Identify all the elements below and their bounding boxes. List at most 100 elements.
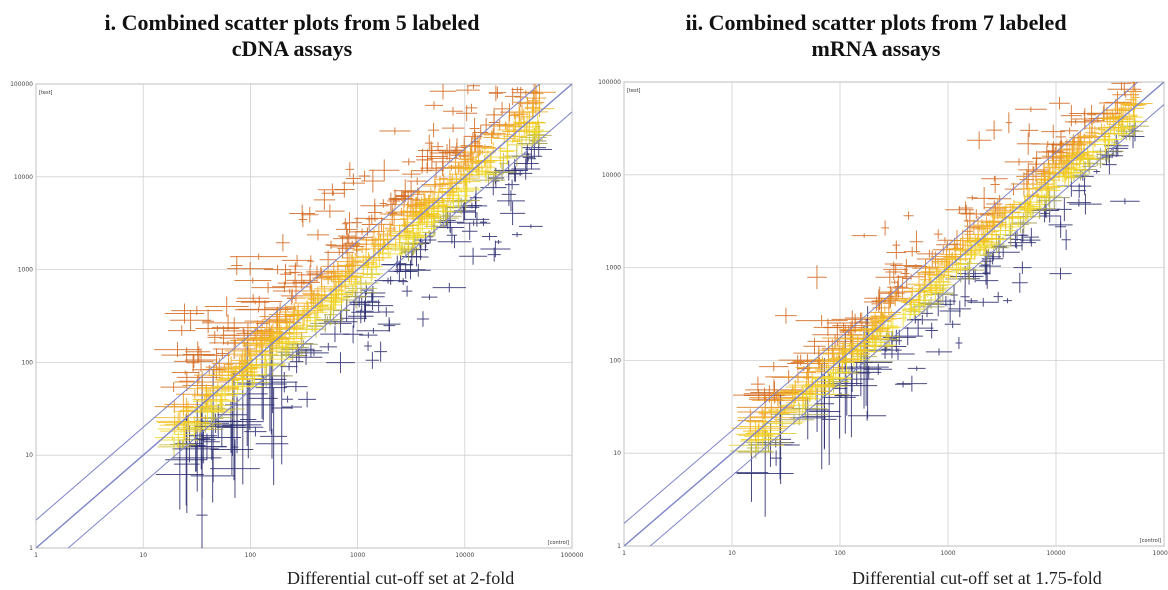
data-point [434, 215, 447, 227]
data-point [1068, 117, 1102, 127]
data-point [1086, 143, 1100, 160]
data-point [775, 384, 829, 398]
data-point [751, 396, 807, 405]
data-point [1082, 158, 1097, 174]
data-point [402, 158, 416, 166]
data-point [372, 241, 398, 249]
data-point [1131, 82, 1133, 83]
cutoff-caption: Differential cut-off set at 2-fold [287, 568, 515, 588]
data-point [957, 204, 975, 222]
data-point [212, 358, 221, 381]
identity-line [36, 84, 572, 548]
data-point [894, 274, 903, 298]
data-point [950, 284, 958, 306]
data-point [981, 175, 1008, 182]
data-point [1055, 130, 1067, 144]
data-point [306, 266, 336, 278]
data-point [985, 223, 1000, 240]
data-point [459, 247, 488, 265]
data-point [292, 326, 320, 333]
data-point [1073, 147, 1090, 162]
data-point [402, 170, 421, 179]
data-point [427, 122, 440, 138]
data-point [797, 365, 821, 372]
data-point [886, 245, 907, 260]
data-point [479, 149, 486, 155]
data-point [925, 348, 953, 356]
data-point [202, 309, 215, 334]
data-point [487, 247, 501, 262]
data-point [179, 371, 195, 391]
scatter-points [36, 84, 572, 548]
data-point [1019, 169, 1035, 190]
data-point [1061, 127, 1079, 135]
data-point [508, 170, 533, 177]
data-point [160, 382, 187, 393]
data-point [1127, 82, 1143, 92]
data-point [157, 413, 210, 432]
x-tick-label: 10000 [455, 552, 474, 559]
data-point [465, 103, 478, 113]
data-point [181, 399, 234, 422]
data-point [251, 282, 285, 294]
data-point [1049, 97, 1070, 110]
data-point [831, 355, 843, 361]
data-point [445, 147, 465, 158]
data-point [955, 337, 963, 349]
data-point [382, 261, 411, 268]
data-point [1048, 222, 1073, 228]
panel-cdna: i. Combined scatter plots from 5 labeled… [10, 10, 584, 588]
data-point [504, 87, 521, 106]
data-point [528, 122, 545, 138]
data-point [171, 306, 223, 316]
data-point [154, 435, 190, 440]
data-point [495, 240, 502, 245]
x-tick-label: 100000 [561, 552, 584, 559]
data-point [463, 135, 492, 158]
data-point [187, 353, 200, 372]
data-point [326, 352, 355, 374]
data-point [531, 106, 541, 114]
data-point [305, 309, 325, 333]
x-axis-label: [control] [548, 540, 569, 546]
data-point [1015, 106, 1047, 113]
data-point [464, 212, 490, 227]
data-point [1124, 82, 1126, 83]
y-tick-label: 100 [22, 359, 34, 366]
data-point [1072, 170, 1089, 181]
data-point [902, 298, 911, 306]
data-point [340, 308, 367, 328]
x-tick-label: 10000 [1046, 550, 1065, 557]
data-point [169, 310, 212, 331]
data-point [488, 86, 507, 99]
data-point [289, 332, 313, 341]
panel-mrna: ii. Combined scatter plots from 7 labele… [584, 0, 1168, 590]
data-point [1125, 90, 1137, 110]
data-point [937, 237, 953, 244]
data-point [364, 299, 394, 312]
data-point [160, 428, 203, 434]
data-point [522, 153, 534, 162]
data-point [293, 304, 324, 317]
data-point [352, 242, 362, 259]
data-point [1013, 261, 1032, 274]
data-point [455, 85, 480, 95]
data-point [775, 307, 797, 324]
panel-title: ii. Combined scatter plots from 7 labele… [584, 10, 1168, 62]
data-point [881, 220, 890, 236]
data-point [362, 267, 380, 282]
data-point [237, 348, 287, 420]
title-line-1: ii. Combined scatter plots from 7 labele… [685, 10, 1067, 35]
data-point [505, 139, 521, 144]
data-point [468, 164, 495, 170]
data-point [938, 253, 958, 277]
y-tick-label: 10 [613, 450, 621, 457]
data-point [456, 105, 478, 122]
data-point [446, 226, 458, 244]
data-point [395, 191, 410, 202]
data-point [236, 295, 283, 308]
data-point [229, 253, 288, 260]
data-point [930, 274, 957, 295]
data-point [234, 277, 272, 284]
data-point [524, 100, 555, 118]
